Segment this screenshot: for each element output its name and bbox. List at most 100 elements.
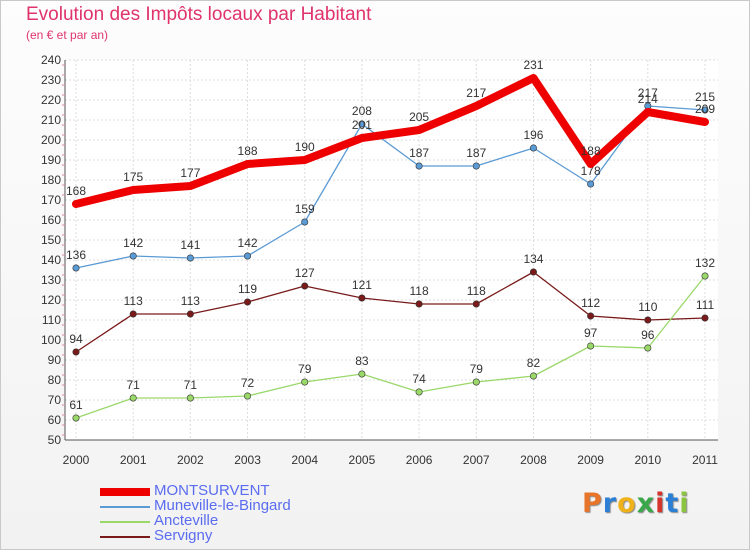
legend-item: MONTSURVENT [100, 482, 400, 499]
data-point [415, 162, 423, 170]
data-point [129, 310, 137, 318]
y-tick-label: 240 [41, 53, 61, 67]
data-point [701, 314, 709, 322]
data-label: 121 [352, 278, 372, 292]
legend-label: Ancteville [154, 512, 219, 529]
data-point [301, 218, 309, 226]
data-point [358, 294, 366, 302]
data-label: 168 [66, 184, 86, 198]
logo-letter: r [602, 488, 618, 519]
data-label: 188 [238, 144, 258, 158]
y-tick-label: 150 [41, 233, 61, 247]
data-point [186, 254, 194, 262]
data-label: 175 [123, 170, 143, 184]
data-point [129, 394, 137, 402]
data-label: 71 [127, 378, 141, 392]
y-tick-label: 120 [41, 293, 61, 307]
data-point [644, 344, 652, 352]
y-tick-label: 160 [41, 213, 61, 227]
data-label: 83 [355, 354, 369, 368]
y-tick-label: 50 [48, 433, 62, 447]
data-point [129, 252, 137, 260]
data-point [529, 144, 537, 152]
y-tick-label: 110 [42, 313, 61, 327]
data-label: 127 [295, 266, 315, 280]
data-point [72, 414, 80, 422]
data-point [72, 348, 80, 356]
data-point [587, 312, 595, 320]
data-label: 110 [638, 300, 657, 314]
x-tick-label: 2010 [634, 453, 661, 467]
data-point [587, 342, 595, 350]
y-tick-label: 210 [41, 113, 61, 127]
data-point [186, 394, 194, 402]
data-label: 82 [527, 356, 541, 370]
data-label: 190 [295, 140, 315, 154]
data-label: 209 [695, 102, 715, 116]
data-label: 178 [581, 164, 601, 178]
data-point [529, 372, 537, 380]
data-label: 96 [641, 328, 655, 342]
data-label: 94 [69, 332, 83, 346]
legend-swatch [100, 488, 150, 496]
data-point [472, 300, 480, 308]
data-label: 113 [181, 294, 200, 308]
data-point [358, 370, 366, 378]
data-point [644, 316, 652, 324]
data-label: 61 [69, 398, 83, 412]
data-label: 113 [124, 294, 143, 308]
data-label: 215 [695, 90, 715, 104]
data-label: 196 [523, 128, 543, 142]
data-label: 217 [638, 86, 658, 100]
data-point [472, 378, 480, 386]
legend-item: Ancteville [100, 512, 400, 529]
data-label: 142 [238, 236, 258, 250]
data-label: 74 [412, 372, 426, 386]
data-label: 188 [581, 144, 601, 158]
y-tick-label: 180 [41, 173, 61, 187]
logo-letter: t [665, 488, 680, 519]
data-label: 79 [298, 362, 312, 376]
data-label: 208 [352, 104, 372, 118]
x-tick-label: 2001 [120, 453, 147, 467]
data-point [301, 378, 309, 386]
data-label: 71 [184, 378, 198, 392]
x-tick-label: 2000 [63, 453, 90, 467]
logo-letter: i [655, 488, 666, 519]
proxiti-logo: Proxiti [582, 488, 690, 519]
logo-letter: o [617, 488, 637, 519]
legend-label: MONTSURVENT [154, 482, 270, 499]
plot-area [65, 60, 718, 440]
data-label: 201 [352, 118, 372, 132]
series-line [75, 105, 706, 269]
data-label: 111 [696, 298, 715, 312]
chart-legend: MONTSURVENT Muneville-le-Bingard Anctevill… [100, 482, 400, 544]
data-point [186, 310, 194, 318]
data-point [587, 180, 595, 188]
y-tick-label: 190 [41, 153, 61, 167]
legend-item: Muneville-le-Bingard [100, 498, 400, 514]
data-point [415, 300, 423, 308]
data-label: 231 [523, 58, 543, 72]
data-label: 214 [638, 92, 658, 106]
data-label: 159 [295, 202, 315, 216]
data-label: 118 [467, 284, 486, 298]
x-tick-label: 2004 [291, 453, 318, 467]
data-point [701, 272, 709, 280]
data-point [244, 392, 252, 400]
data-point [529, 268, 537, 276]
logo-letter: x [636, 488, 656, 519]
data-label: 118 [410, 284, 429, 298]
y-tick-label: 130 [41, 273, 61, 287]
x-tick-label: 2006 [406, 453, 433, 467]
legend-label: Servigny [154, 527, 213, 544]
data-label: 97 [584, 326, 598, 340]
x-tick-label: 2002 [177, 453, 204, 467]
y-tick-label: 90 [48, 353, 62, 367]
data-point [358, 120, 366, 128]
data-point [301, 282, 309, 290]
data-point [701, 106, 709, 114]
series-line [72, 74, 709, 208]
y-tick-label: 220 [41, 93, 61, 107]
